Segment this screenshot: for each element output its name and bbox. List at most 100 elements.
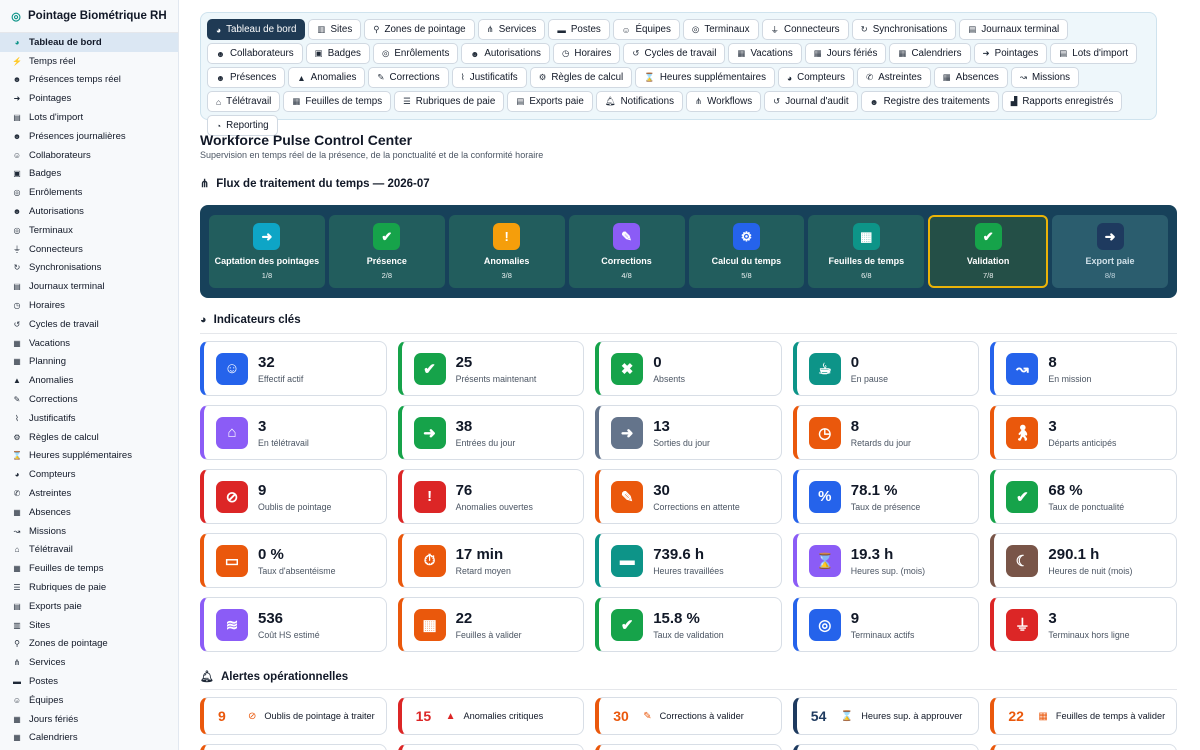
sidebar-item-synchronisations[interactable]: ↻ Synchronisations <box>0 259 178 278</box>
sidebar-item-badges[interactable]: ▣ Badges <box>0 165 178 184</box>
kpi-card-oublis-de-pointage[interactable]: ⊘ 9 Oublis de pointage <box>200 469 387 524</box>
kpi-card-sorties-du-jour[interactable]: ➜ 13 Sorties du jour <box>595 405 782 460</box>
kpi-card-en-pause[interactable]: ☕︎ 0 En pause <box>792 341 980 396</box>
tab-feuilles-de-temps[interactable]: ▦ Feuilles de temps <box>283 91 392 112</box>
tab-jours-feries[interactable]: ▦ Jours fériés <box>804 43 887 64</box>
kpi-card-taux-de-validation[interactable]: ✔ 15.8 % Taux de validation <box>595 597 782 652</box>
kpi-card-heures-sup-mois[interactable]: ⌛ 19.3 h Heures sup. (mois) <box>792 533 980 588</box>
kpi-card-en-teletravail[interactable]: ⌂ 3 En télétravail <box>200 405 387 460</box>
tab-exports-paie[interactable]: ▤ Exports paie <box>507 91 593 112</box>
kpi-card-anomalies-ouvertes[interactable]: ! 76 Anomalies ouvertes <box>397 469 585 524</box>
sidebar-item-justificatifs[interactable]: ⌇ Justificatifs <box>0 409 178 428</box>
tab-badges[interactable]: ▣ Badges <box>305 43 370 64</box>
tab-journal-d-audit[interactable]: ↺ Journal d'audit <box>764 91 858 112</box>
pipeline-stage-calcul-du-temps[interactable]: ⚙ Calcul du temps 5/8 <box>688 215 805 288</box>
tab-calendriers[interactable]: ▦ Calendriers <box>889 43 971 64</box>
alert-card-partial[interactable] <box>397 744 585 750</box>
tab-registre-des-traitements[interactable]: ☻ Registre des traitements <box>860 91 999 112</box>
tab-connecteurs[interactable]: ⏚ Connecteurs <box>761 19 849 40</box>
tab-journaux-terminal[interactable]: ▤ Journaux terminal <box>959 19 1069 40</box>
tab-missions[interactable]: ↝ Missions <box>1010 67 1080 88</box>
sidebar-item-temps-reel[interactable]: ⚡ Temps réel <box>0 52 178 71</box>
tab-synchronisations[interactable]: ↻ Synchronisations <box>851 19 957 40</box>
tab-autorisations[interactable]: ☻ Autorisations <box>461 43 550 64</box>
sidebar-item-planning[interactable]: ▦ Planning <box>0 353 178 372</box>
kpi-card-presents-maintenant[interactable]: ✔ 25 Présents maintenant <box>397 341 585 396</box>
kpi-card-heures-travaillees[interactable]: ▬ 739.6 h Heures travaillées <box>595 533 782 588</box>
sidebar-item-presences-temps-reel[interactable]: ☻ Présences temps réel <box>0 71 178 90</box>
kpi-card-taux-de-presence[interactable]: % 78.1 % Taux de présence <box>792 469 980 524</box>
kpi-card-feuilles-a-valider[interactable]: ▦ 22 Feuilles à valider <box>397 597 585 652</box>
alert-card-partial[interactable] <box>595 744 782 750</box>
sidebar-item-vacations[interactable]: ▦ Vacations <box>0 334 178 353</box>
sidebar-item-sites[interactable]: ▥ Sites <box>0 616 178 635</box>
tab-postes[interactable]: ▬ Postes <box>548 19 610 40</box>
tab-zones-de-pointage[interactable]: ⚲ Zones de pointage <box>364 19 475 40</box>
kpi-card-effectif-actif[interactable]: ☺ 32 Effectif actif <box>200 341 387 396</box>
tab-rapports-enregistres[interactable]: ▟ Rapports enregistrés <box>1001 91 1123 112</box>
sidebar-item-absences[interactable]: ▦ Absences <box>0 503 178 522</box>
tab-rubriques-de-paie[interactable]: ☰ Rubriques de paie <box>394 91 505 112</box>
sidebar-item-missions[interactable]: ↝ Missions <box>0 522 178 541</box>
tab-pointages[interactable]: ➜ Pointages <box>973 43 1048 64</box>
kpi-card-departs-anticipes[interactable]: 🚶︎ 3 Départs anticipés <box>990 405 1177 460</box>
sidebar-item-cycles-de-travail[interactable]: ↺ Cycles de travail <box>0 315 178 334</box>
alert-feuilles-de-temps-a-valider[interactable]: 22 ▦ Feuilles de temps à valider <box>990 697 1177 735</box>
sidebar-item-compteurs[interactable]: ◕ Compteurs <box>0 465 178 484</box>
sidebar-item-connecteurs[interactable]: ⏚ Connecteurs <box>0 240 178 259</box>
sidebar-item-autorisations[interactable]: ☻ Autorisations <box>0 202 178 221</box>
kpi-card-terminaux-hors-ligne[interactable]: ⏚ 3 Terminaux hors ligne <box>990 597 1177 652</box>
kpi-card-retards-du-jour[interactable]: ◷ 8 Retards du jour <box>792 405 980 460</box>
tab-reporting[interactable]: ◔ Reporting <box>207 115 278 136</box>
sidebar-item-equipes[interactable]: ☺ Équipes <box>0 691 178 710</box>
pipeline-stage-anomalies[interactable]: ! Anomalies 3/8 <box>448 215 565 288</box>
tab-astreintes[interactable]: ✆ Astreintes <box>857 67 931 88</box>
alert-oublis-de-pointage-a-traiter[interactable]: 9 ⊘ Oublis de pointage à traiter <box>200 697 387 735</box>
tab-services[interactable]: ⋔ Services <box>477 19 546 40</box>
sidebar-item-tableau-de-bord[interactable]: ◕ Tableau de bord <box>0 33 178 52</box>
pipeline-stage-feuilles-de-temps[interactable]: ▦ Feuilles de temps 6/8 <box>808 215 925 288</box>
sidebar-item-lots-d-import[interactable]: ▤ Lots d'import <box>0 108 178 127</box>
sidebar-item-rubriques-de-paie[interactable]: ☰ Rubriques de paie <box>0 578 178 597</box>
alert-card-partial[interactable] <box>792 744 980 750</box>
tab-collaborateurs[interactable]: ☻ Collaborateurs <box>207 43 303 64</box>
kpi-card-corrections-en-attente[interactable]: ✎ 30 Corrections en attente <box>595 469 782 524</box>
tab-terminaux[interactable]: ◎ Terminaux <box>682 19 759 40</box>
kpi-card-absents[interactable]: ✖ 0 Absents <box>595 341 782 396</box>
sidebar-item-corrections[interactable]: ✎ Corrections <box>0 390 178 409</box>
tab-anomalies[interactable]: ▲ Anomalies <box>288 67 366 88</box>
sidebar-item-enrolements[interactable]: ◎ Enrôlements <box>0 183 178 202</box>
tab-sites[interactable]: ▥ Sites <box>308 19 362 40</box>
sidebar-item-astreintes[interactable]: ✆ Astreintes <box>0 484 178 503</box>
alert-anomalies-critiques[interactable]: 15 ▲ Anomalies critiques <box>397 697 585 735</box>
alert-card-partial[interactable] <box>990 744 1177 750</box>
sidebar-item-feuilles-de-temps[interactable]: ▦ Feuilles de temps <box>0 559 178 578</box>
tab-tableau-de-bord[interactable]: ◕ Tableau de bord <box>207 19 306 40</box>
kpi-card-retard-moyen[interactable]: ⏱︎ 17 min Retard moyen <box>397 533 585 588</box>
tab-enrolements[interactable]: ◎ Enrôlements <box>372 43 459 64</box>
kpi-card-terminaux-actifs[interactable]: ◎ 9 Terminaux actifs <box>792 597 980 652</box>
tab-horaires[interactable]: ◷ Horaires <box>552 43 621 64</box>
sidebar-item-pointages[interactable]: ➜ Pointages <box>0 89 178 108</box>
tab-equipes[interactable]: ☺ Équipes <box>612 19 680 40</box>
tab-absences[interactable]: ▦ Absences <box>933 67 1008 88</box>
sidebar-item-journaux-terminal[interactable]: ▤ Journaux terminal <box>0 277 178 296</box>
kpi-card-taux-d-absenteisme[interactable]: ▭ 0 % Taux d'absentéisme <box>200 533 387 588</box>
tab-notifications[interactable]: 🔔︎ Notifications <box>595 91 683 112</box>
kpi-card-cout-hs-estime[interactable]: ≋ 536 Coût HS estimé <box>200 597 387 652</box>
sidebar-item-anomalies[interactable]: ▲ Anomalies <box>0 371 178 390</box>
app-brand[interactable]: ◎ Pointage Biométrique RH <box>0 0 178 33</box>
alert-heures-sup-a-approuver[interactable]: 54 ⌛ Heures sup. à approuver <box>792 697 980 735</box>
tab-corrections[interactable]: ✎ Corrections <box>368 67 449 88</box>
kpi-card-en-mission[interactable]: ↝ 8 En mission <box>990 341 1177 396</box>
tab-regles-de-calcul[interactable]: ⚙ Règles de calcul <box>529 67 633 88</box>
kpi-card-entrees-du-jour[interactable]: ➜ 38 Entrées du jour <box>397 405 585 460</box>
sidebar-item-teletravail[interactable]: ⌂ Télétravail <box>0 541 178 560</box>
tab-vacations[interactable]: ▦ Vacations <box>728 43 802 64</box>
tab-presences[interactable]: ☻ Présences <box>207 67 286 88</box>
sidebar-item-heures-supplementaires[interactable]: ⌛ Heures supplémentaires <box>0 447 178 466</box>
sidebar-item-zones-de-pointage[interactable]: ⚲ Zones de pointage <box>0 635 178 654</box>
tab-lots-d-import[interactable]: ▤ Lots d'import <box>1050 43 1138 64</box>
sidebar-item-collaborateurs[interactable]: ☺ Collaborateurs <box>0 146 178 165</box>
sidebar-item-presences-journalieres[interactable]: ☻ Présences journalières <box>0 127 178 146</box>
